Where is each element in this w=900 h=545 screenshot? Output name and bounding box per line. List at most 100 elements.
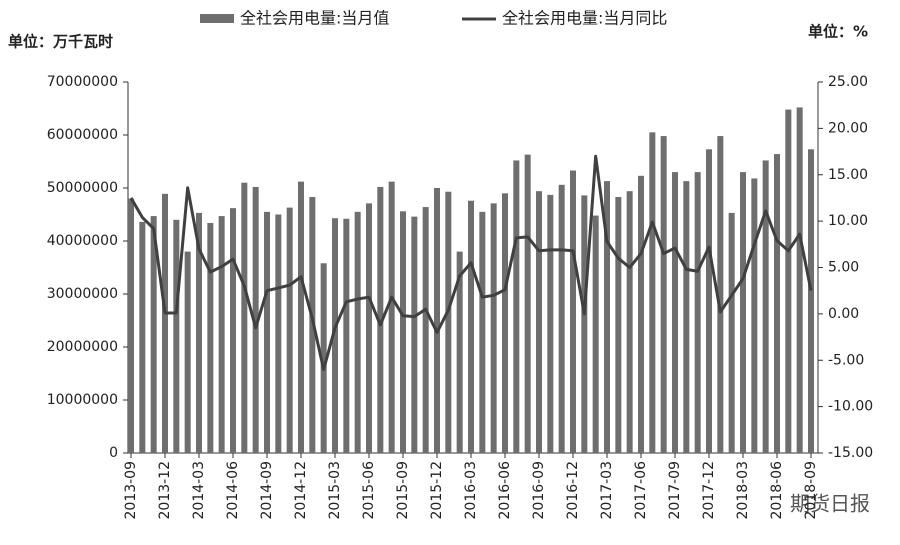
bar	[173, 219, 180, 453]
bar	[490, 203, 497, 453]
y-tick-label: 10000000	[47, 392, 118, 408]
y-tick-label: 50000000	[47, 180, 118, 196]
x-tick-label: 2014-06	[225, 461, 241, 520]
bar	[456, 251, 463, 453]
bar	[241, 182, 248, 453]
bar	[252, 186, 259, 453]
y-tick-label: 40000000	[47, 233, 118, 249]
bar	[706, 149, 712, 453]
bar	[275, 214, 282, 453]
bar	[615, 197, 622, 453]
bar	[286, 207, 293, 453]
bar	[162, 193, 168, 453]
bar	[411, 216, 418, 453]
y2-axis-label: 单位：%	[808, 23, 868, 41]
bar	[422, 207, 429, 453]
bar	[570, 170, 576, 453]
y2-tick-label: 25.00	[828, 74, 868, 90]
bar	[377, 186, 384, 453]
bar	[604, 181, 610, 454]
bar	[298, 181, 304, 453]
x-tick-label: 2014-09	[259, 461, 275, 520]
y2-tick-label: -15.00	[828, 445, 873, 461]
bar	[128, 198, 134, 453]
bar	[502, 193, 508, 454]
y2-tick-label: -10.00	[828, 399, 873, 415]
y2-tick-label: 5.00	[828, 260, 859, 276]
y2-tick-label: -5.00	[828, 352, 864, 368]
y-tick-label: 60000000	[47, 127, 118, 143]
x-tick-label: 2013-09	[123, 461, 139, 520]
bar	[785, 109, 792, 453]
bar	[547, 194, 554, 453]
bar	[740, 172, 746, 453]
bar	[558, 184, 565, 453]
bar	[230, 208, 236, 453]
x-tick-label: 2016-12	[565, 461, 581, 520]
bar	[638, 175, 644, 453]
legend-label: 全社会用电量:当月值	[240, 9, 389, 28]
x-tick-label: 2018-09	[803, 461, 819, 520]
bar	[445, 191, 452, 453]
bar	[366, 203, 372, 453]
y-tick-label: 20000000	[47, 339, 118, 355]
bar	[468, 200, 474, 453]
bar	[479, 211, 486, 453]
bar	[207, 222, 214, 453]
x-tick-label: 2018-03	[735, 461, 751, 520]
y-axis-label: 单位：万千瓦时	[8, 33, 113, 51]
bar	[774, 154, 780, 453]
bar	[762, 160, 769, 453]
bar	[626, 191, 633, 453]
legend-swatch	[200, 14, 234, 23]
bar	[592, 215, 599, 453]
bar	[354, 211, 361, 453]
bar	[694, 172, 701, 453]
x-tick-label: 2015-12	[429, 461, 445, 520]
bar	[400, 211, 406, 453]
bar	[196, 212, 202, 453]
bar	[660, 136, 667, 453]
bar	[184, 251, 191, 453]
bar	[513, 160, 520, 453]
y-tick-label: 30000000	[47, 286, 118, 302]
x-tick-label: 2017-09	[667, 461, 683, 520]
x-tick-label: 2016-03	[463, 461, 479, 520]
bar	[536, 191, 542, 453]
bar	[808, 149, 814, 453]
bar	[388, 181, 395, 453]
y-tick-label: 0	[109, 445, 118, 461]
y-tick-label: 70000000	[47, 74, 118, 90]
x-tick-label: 2015-03	[327, 461, 343, 520]
x-tick-label: 2017-06	[633, 461, 649, 520]
bar	[672, 172, 678, 453]
bar	[343, 218, 350, 453]
x-tick-label: 2016-09	[531, 461, 547, 520]
y2-tick-label: 20.00	[828, 120, 868, 136]
bar	[683, 181, 690, 454]
x-tick-label: 2015-09	[395, 461, 411, 520]
bar	[218, 216, 225, 453]
bar	[524, 154, 531, 454]
x-tick-label: 2014-03	[191, 461, 207, 520]
x-tick-label: 2013-12	[157, 461, 173, 520]
x-tick-label: 2016-06	[497, 461, 513, 520]
x-tick-label: 2015-06	[361, 461, 377, 520]
y2-tick-label: 0.00	[828, 306, 859, 322]
bar	[728, 212, 735, 453]
x-tick-label: 2014-12	[293, 461, 309, 520]
bar	[139, 221, 146, 453]
bar	[581, 195, 588, 454]
bar	[796, 107, 803, 453]
y2-tick-label: 15.00	[828, 167, 868, 183]
watermark: 期货日报	[790, 492, 870, 516]
bar	[717, 136, 724, 453]
bar	[264, 211, 270, 453]
bar	[649, 132, 656, 453]
x-tick-label: 2018-06	[769, 461, 785, 520]
x-tick-label: 2017-03	[599, 461, 615, 520]
bar	[434, 188, 440, 453]
bar	[320, 263, 327, 453]
bar	[751, 178, 758, 453]
